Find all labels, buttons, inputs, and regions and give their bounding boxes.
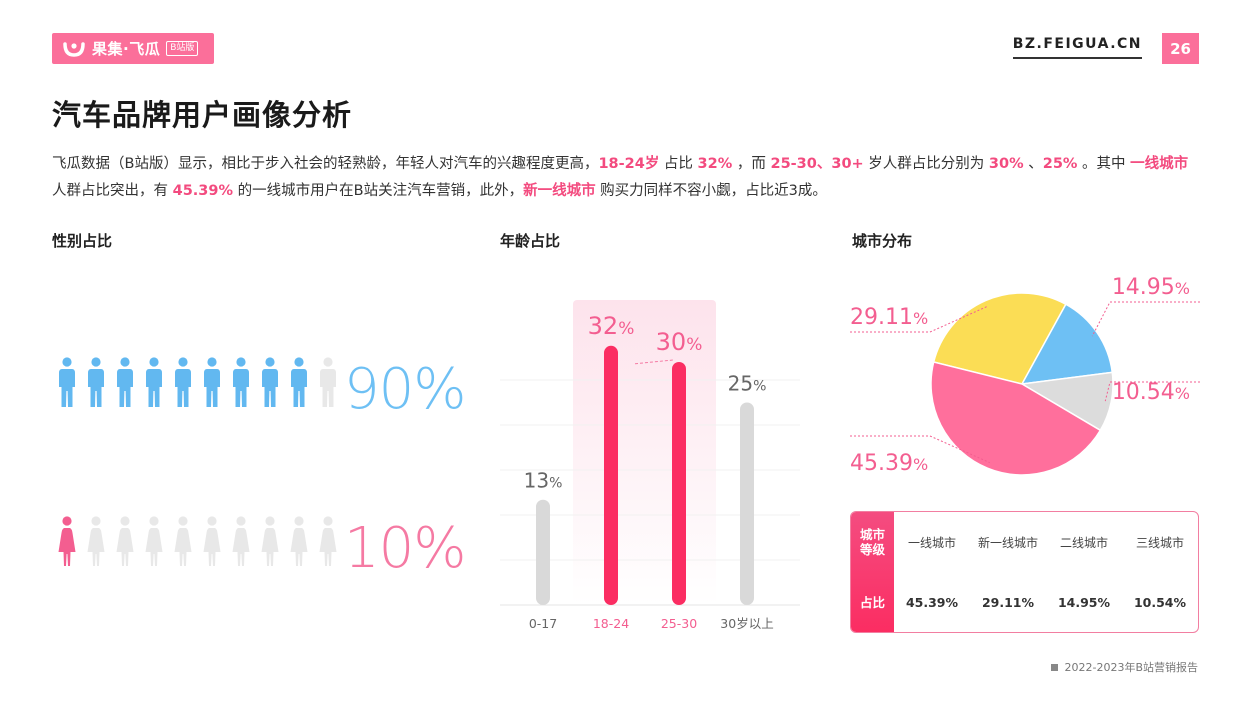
bar-value-label: 13%: [524, 469, 563, 493]
male-person-icon: [81, 357, 110, 413]
table-cell: 一线城市: [907, 535, 956, 550]
male-person-icon: [139, 357, 168, 413]
share-header: 占比: [859, 594, 885, 610]
female-person-icon: [226, 516, 255, 572]
brand-logo: 果集·飞瓜 B站版: [52, 33, 214, 64]
table-cell: 14.95%: [1057, 594, 1111, 610]
footer-source: 2022-2023年B站营销报告: [1051, 659, 1198, 675]
female-person-icon: [52, 516, 81, 572]
male-person-icon: [168, 357, 197, 413]
footer-text: 2022-2023年B站营销报告: [1064, 661, 1198, 674]
brand-name: 果集·飞瓜: [92, 40, 161, 58]
description-text: ，而: [732, 156, 771, 172]
female-person-icon: [81, 516, 110, 572]
highlight-text: 45.39%: [172, 183, 234, 199]
male-person-icon: [313, 357, 342, 413]
female-person-icon: [255, 516, 284, 572]
city-table: 城市等级 占比 一线城市 新一线城市 二线城市 三线城市 45.39% 29.1…: [850, 511, 1199, 633]
highlight-text: 一线城市: [1130, 156, 1189, 172]
table-cell: 新一线城市: [977, 535, 1038, 550]
x-tick-label: 25-30: [661, 616, 697, 631]
leader-line: [1091, 301, 1200, 337]
bar-value-label: 25%: [728, 372, 767, 396]
description-text: 占比: [659, 156, 698, 172]
city-level-header: 城市等级: [859, 527, 885, 557]
table-cell: 三线城市: [1135, 535, 1184, 550]
description-text: 的一线城市用户在B站关注汽车营销，此外，: [233, 183, 524, 199]
page-number: 26: [1162, 33, 1199, 64]
description-text: 、: [1023, 156, 1043, 172]
highlight-text: 32%: [697, 156, 733, 172]
male-person-icon: [226, 357, 255, 413]
pie-slice-一线城市: [930, 361, 1102, 476]
table-cell: 10.54%: [1133, 594, 1187, 610]
age-section-label: 年龄占比: [500, 232, 561, 250]
share-row: 45.39% 29.11% 14.95% 10.54%: [894, 572, 1198, 632]
footer-square-icon: [1051, 663, 1059, 671]
city-pie-chart: 29.11% 14.95% 10.54% 45.39%: [850, 275, 1200, 476]
highlight-text: 25%: [1042, 156, 1078, 172]
female-person-icon: [284, 516, 313, 572]
trend-connector: [634, 359, 674, 365]
pie-value-label: 14.95%: [1112, 275, 1190, 300]
gender-section-label: 性别占比: [52, 232, 113, 250]
description-paragraph: 飞瓜数据（B站版）显示，相比于步入社会的轻熟龄，年轻人对汽车的兴趣程度更高，18…: [52, 151, 1202, 205]
male-percentage: 90%: [344, 357, 466, 422]
description-text: 人群占比突出，有: [52, 183, 173, 199]
x-tick-label: 0-17: [529, 616, 557, 631]
leader-line: [850, 435, 990, 464]
highlight-text: 25-30、30+: [770, 156, 864, 172]
pie-value-label: 10.54%: [1112, 380, 1190, 405]
description-text: 。其中: [1077, 156, 1131, 172]
table-cell: 45.39%: [905, 594, 959, 610]
female-percentage: 10%: [344, 516, 466, 581]
female-person-icon: [313, 516, 342, 572]
female-person-icon: [168, 516, 197, 572]
highlight-text: 新一线城市: [523, 183, 596, 199]
page-title: 汽车品牌用户画像分析: [52, 98, 353, 132]
male-person-icon: [284, 357, 313, 413]
description-text: 岁人群占比分别为: [863, 156, 989, 172]
description-text: 飞瓜数据（B站版）显示，相比于步入社会的轻熟龄，年轻人对汽车的兴趣程度更高，: [52, 156, 599, 172]
male-person-icon: [197, 357, 226, 413]
x-tick-label: 18-24: [593, 616, 629, 631]
table-cell: 二线城市: [1059, 535, 1108, 550]
male-person-icon: [255, 357, 284, 413]
female-person-icon: [139, 516, 168, 572]
brand-tag: B站版: [166, 41, 199, 56]
male-person-icon: [52, 357, 81, 413]
female-person-icon: [110, 516, 139, 572]
brand-mark-icon: [63, 41, 85, 57]
female-pictogram: [52, 516, 342, 572]
x-tick-label: 30岁以上: [720, 616, 773, 631]
highlight-text: 30%: [988, 156, 1024, 172]
leader-line: [1104, 381, 1200, 402]
pie-slice-二线城市: [1020, 303, 1114, 385]
highlight-text: 18-24岁: [598, 156, 660, 172]
site-url[interactable]: BZ.FEIGUA.CN: [1012, 36, 1142, 59]
pie-value-label: 29.11%: [850, 305, 928, 330]
bar-30岁以上: [740, 402, 754, 605]
leader-line: [850, 305, 989, 333]
table-cell: 29.11%: [981, 594, 1035, 610]
description-text: 购买力同样不容小觑，占比近3成。: [595, 183, 827, 199]
city-level-row: 一线城市 新一线城市 二线城市 三线城市: [894, 512, 1198, 572]
bar-18-24: [604, 345, 618, 605]
pie-value-label: 45.39%: [850, 451, 928, 476]
female-person-icon: [197, 516, 226, 572]
male-pictogram: [52, 357, 342, 413]
bar-0-17: [536, 499, 550, 605]
bar-25-30: [672, 362, 686, 605]
male-person-icon: [110, 357, 139, 413]
city-section-label: 城市分布: [852, 232, 913, 250]
